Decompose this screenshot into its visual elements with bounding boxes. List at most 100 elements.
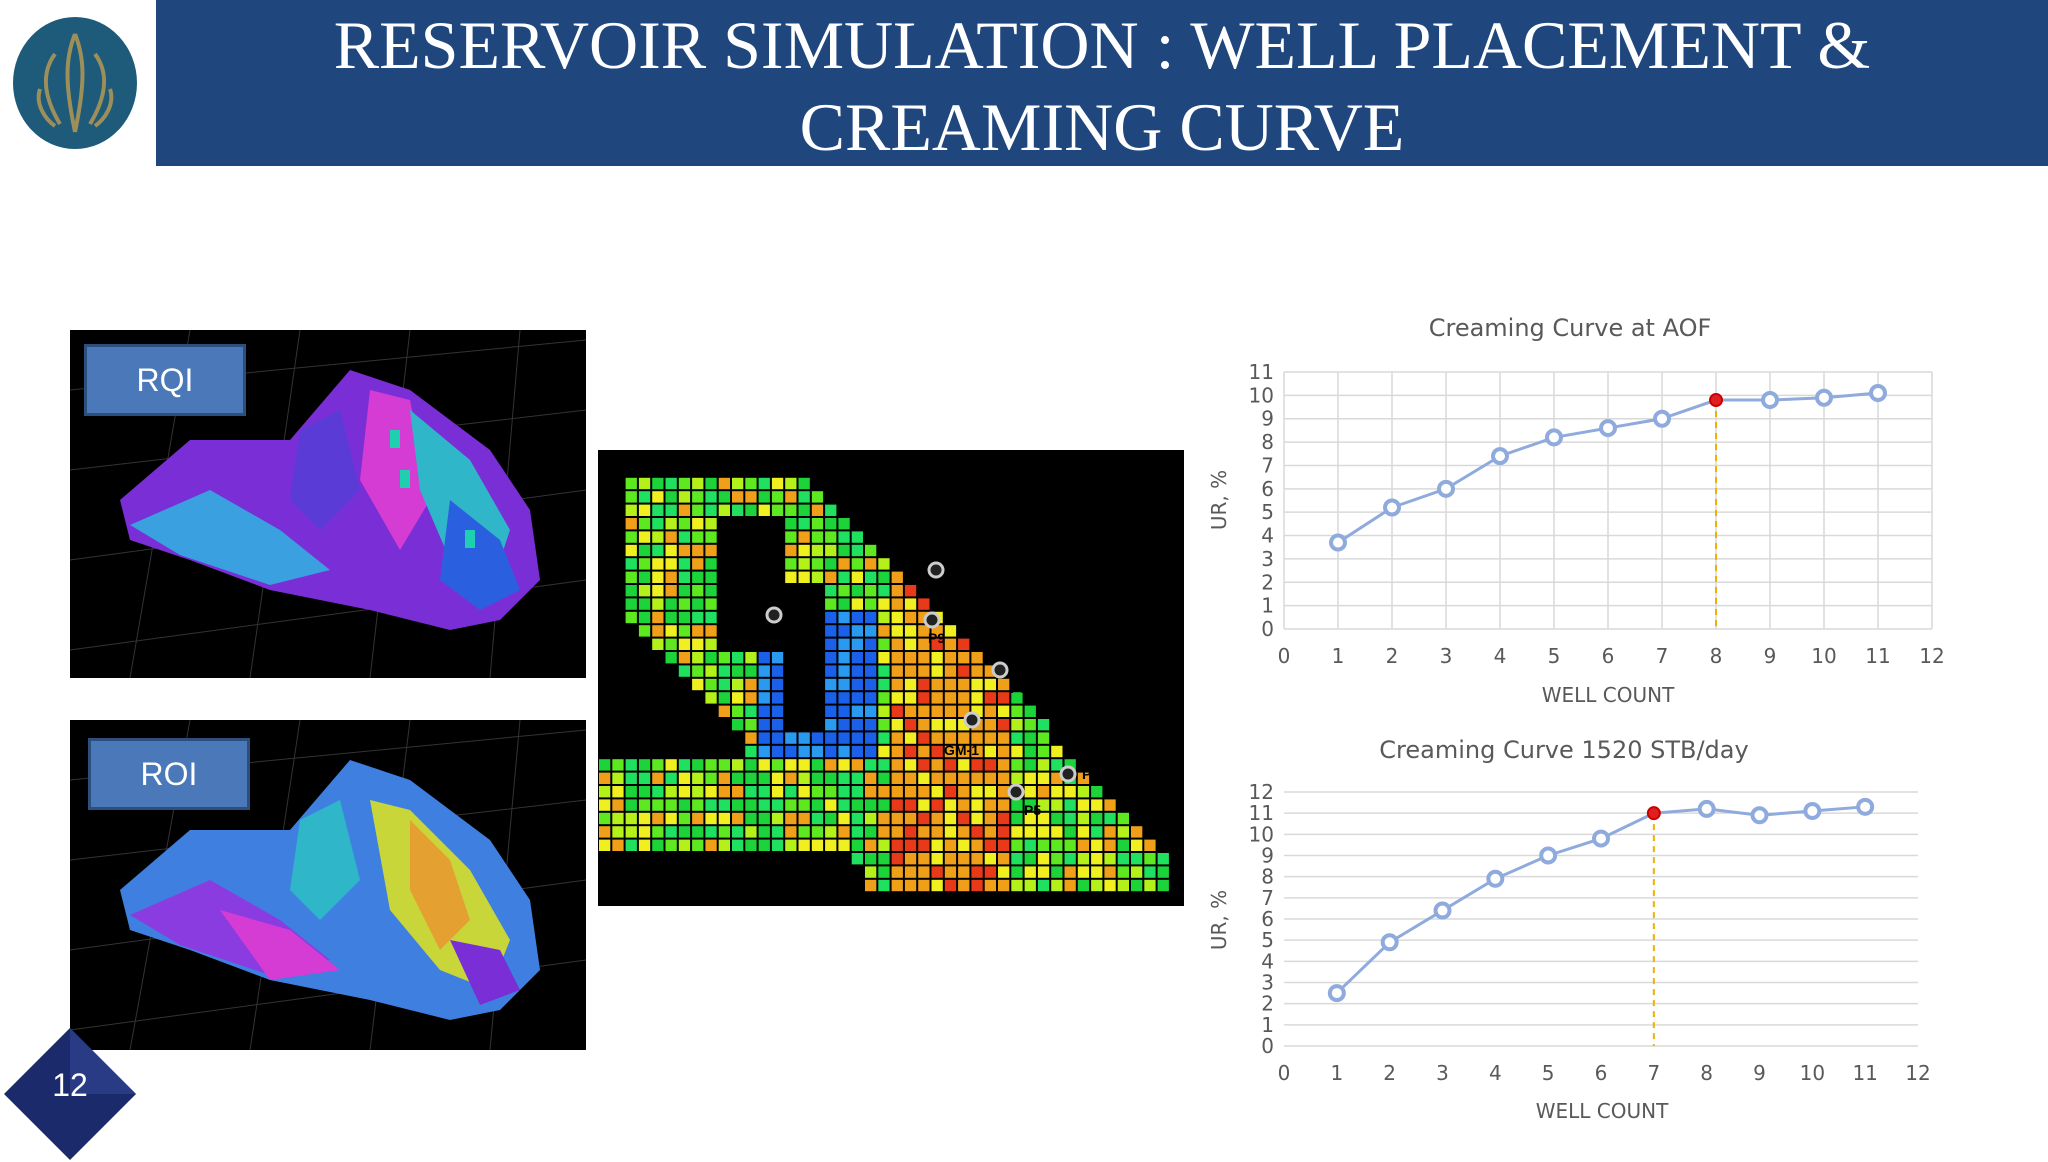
chart-2-x-tick: 0 <box>1278 1061 1291 1085</box>
grid-cell <box>1024 839 1036 851</box>
grid-cell <box>944 745 957 758</box>
grid-cell <box>692 839 704 851</box>
grid-cell <box>718 786 730 798</box>
grid-cell <box>678 652 691 664</box>
grid-cell <box>944 732 957 744</box>
grid-cell <box>891 772 903 784</box>
chart-2-x-tick: 10 <box>1800 1061 1825 1085</box>
grid-cell <box>732 477 744 490</box>
grid-cell <box>745 839 757 851</box>
grid-cell <box>745 692 757 704</box>
grid-cell <box>625 786 637 798</box>
grid-cell <box>785 531 797 543</box>
grid-cell <box>825 504 837 516</box>
grid-cell <box>718 705 730 717</box>
grid-cell <box>878 839 890 851</box>
grid-cell <box>612 799 624 811</box>
grid-cell <box>718 772 730 784</box>
grid-cell <box>1091 812 1103 825</box>
grid-cell <box>745 826 757 838</box>
grid-cell <box>732 812 744 825</box>
grid-cell <box>1037 745 1050 758</box>
grid-cell <box>638 531 651 543</box>
chart-1-point <box>1599 419 1617 438</box>
grid-cell <box>971 879 983 892</box>
grid-cell <box>958 879 970 892</box>
grid-cell <box>825 611 837 624</box>
grid-cell <box>865 812 877 825</box>
grid-cell <box>825 678 837 691</box>
grid-cell <box>692 598 704 610</box>
chart-2-title: Creaming Curve 1520 STB/day <box>1379 736 1748 764</box>
grid-cell <box>771 705 784 717</box>
grid-cell <box>971 853 983 865</box>
chart-1-point <box>1329 533 1347 552</box>
grid-cell <box>904 719 917 731</box>
grid-cell <box>625 504 637 516</box>
grid-cell <box>599 799 611 811</box>
grid-cell <box>878 571 890 583</box>
grid-cell <box>865 652 877 664</box>
grid-cell <box>785 786 797 798</box>
chart-2-point <box>1750 806 1769 825</box>
grid-cell <box>825 745 837 758</box>
grid-cell <box>838 585 850 597</box>
grid-cell <box>998 786 1010 798</box>
grid-cell <box>785 571 797 583</box>
well-marker <box>927 561 945 579</box>
chart-2-x-tick: 2 <box>1383 1061 1396 1085</box>
grid-cell <box>665 558 677 570</box>
grid-cell <box>1091 879 1103 892</box>
grid-cell <box>944 705 957 717</box>
grid-cell <box>785 477 797 490</box>
grid-cell <box>1051 772 1063 784</box>
grid-cell <box>625 491 637 503</box>
grid-cell <box>625 477 637 490</box>
grid-cell <box>878 799 890 811</box>
grid-cell <box>665 839 677 851</box>
grid-cell <box>1064 812 1076 825</box>
grid-cell <box>638 772 651 784</box>
grid-cell <box>865 705 877 717</box>
grid-cell <box>1077 879 1090 892</box>
grid-cell <box>665 812 677 825</box>
grid-cell <box>1037 839 1050 851</box>
grid-cell <box>998 719 1010 731</box>
grid-cell <box>838 652 850 664</box>
grid-cell <box>904 745 917 758</box>
grid-cell <box>665 518 677 530</box>
chart-2-x-tick: 6 <box>1595 1061 1608 1085</box>
chart-2-x-tick: 8 <box>1700 1061 1713 1085</box>
grid-cell <box>625 531 637 543</box>
grid-cell <box>851 598 863 610</box>
grid-cell <box>904 665 917 677</box>
grid-cell <box>758 491 770 503</box>
grid-cell <box>931 625 943 637</box>
grid-cell <box>678 558 691 570</box>
grid-cell <box>998 812 1010 825</box>
grid-cell <box>851 839 863 851</box>
grid-cell <box>851 705 863 717</box>
grid-cell <box>732 504 744 516</box>
grid-cell <box>891 705 903 717</box>
grid-cell <box>798 812 810 825</box>
grid-cell <box>851 786 863 798</box>
grid-cell <box>625 799 637 811</box>
well-label-p1: P1 <box>946 574 964 590</box>
grid-cell <box>652 571 664 583</box>
grid-cell <box>665 585 677 597</box>
well-marker <box>923 611 941 629</box>
grid-cell <box>838 531 850 543</box>
grid-cell <box>625 759 637 771</box>
grid-cell <box>1024 799 1036 811</box>
grid-cell <box>891 786 903 798</box>
chart-2-point <box>1592 829 1610 848</box>
grid-cell <box>1037 759 1050 771</box>
grid-cell <box>838 558 850 570</box>
grid-cell <box>944 772 957 784</box>
chart-1-y-tick: 6 <box>1261 477 1274 501</box>
grid-cell <box>958 665 970 677</box>
grid-cell <box>811 518 824 530</box>
chart-2-point <box>1539 846 1558 865</box>
grid-cell <box>692 585 704 597</box>
